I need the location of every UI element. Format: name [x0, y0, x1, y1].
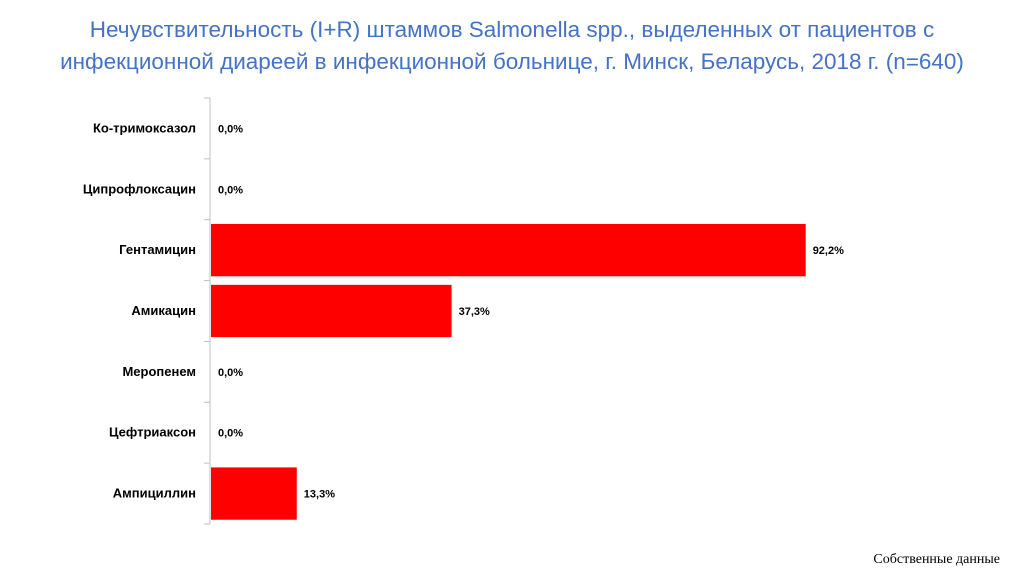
bar [211, 467, 297, 520]
chart-title-line-2: инфекционной диареей в инфекционной боль… [60, 49, 964, 74]
labels-group: Ко-тримоксазол 0,0% Ципрофлоксацин 0,0% Гент… [83, 120, 844, 500]
category-label: Цефтриаксон [109, 425, 196, 440]
data-label: 37,3% [459, 306, 490, 318]
source-note: Собственные данные [873, 552, 1000, 567]
bars-group [211, 223, 806, 520]
data-label: 0,0% [218, 184, 243, 196]
category-label: Гентамицин [119, 242, 196, 257]
bar [211, 284, 452, 338]
category-label: Амикацин [131, 303, 196, 318]
data-label: 0,0% [218, 367, 243, 379]
bar [211, 223, 806, 277]
category-label: Ципрофлоксацин [83, 181, 196, 196]
category-label: Ампициллин [113, 486, 196, 501]
data-label: 92,2% [813, 245, 844, 257]
chart-title: Нечувствительность (I+R) штаммов Salmone… [20, 14, 1004, 78]
category-label: Меропенем [122, 364, 196, 379]
category-label: Ко-тримоксазол [93, 120, 196, 135]
data-label: 13,3% [304, 489, 335, 501]
chart-title-line-1: Нечувствительность (I+R) штаммов Salmone… [89, 17, 935, 42]
category-axis [204, 97, 211, 525]
data-label: 0,0% [218, 123, 243, 135]
data-label: 0,0% [218, 428, 243, 440]
